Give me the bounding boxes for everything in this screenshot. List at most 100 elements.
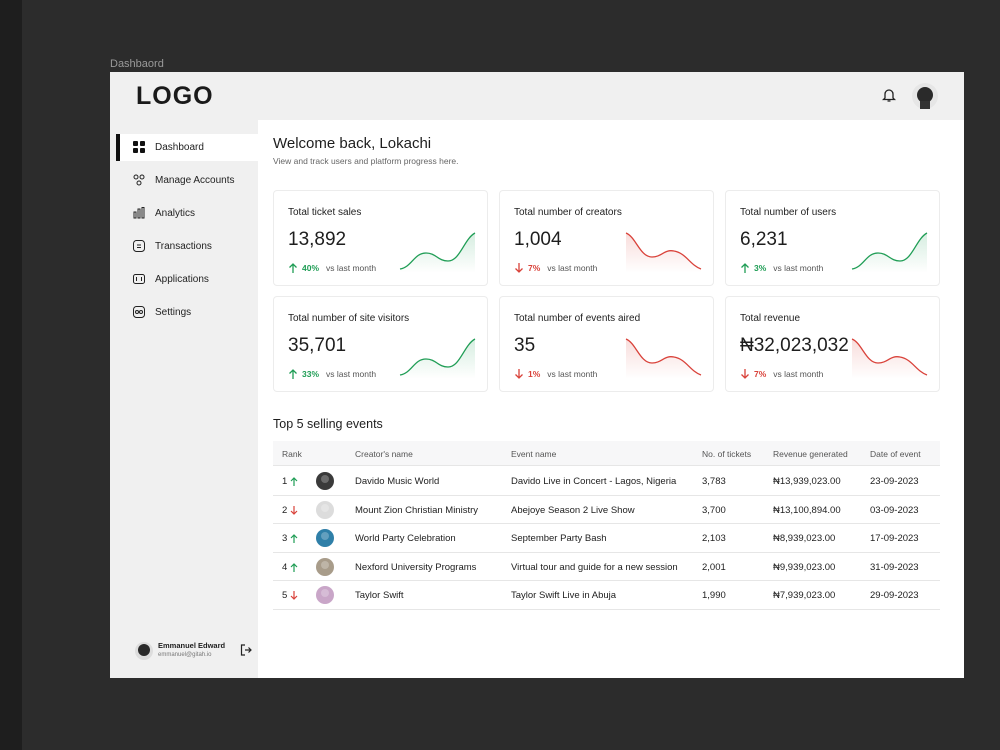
stat-change: 7% bbox=[528, 263, 541, 273]
sparkline bbox=[399, 338, 476, 379]
nav-item[interactable]: Transactions bbox=[116, 233, 258, 260]
column-header: Event name bbox=[511, 449, 557, 459]
cell-rank: 2 bbox=[282, 504, 288, 516]
stat-change: 1% bbox=[528, 369, 541, 379]
nav-item[interactable]: Dashboard bbox=[116, 134, 258, 161]
stat-value: 6,231 bbox=[740, 229, 788, 250]
cell-event: Abejoye Season 2 Live Show bbox=[511, 504, 635, 516]
user-name: Emmanuel Edward bbox=[158, 641, 226, 650]
stat-label: Total revenue bbox=[740, 313, 801, 324]
cell-rank: 5 bbox=[282, 590, 288, 601]
column-header: Creator's name bbox=[355, 449, 413, 459]
stat-change: 7% bbox=[754, 369, 767, 379]
stat-label: Total number of site visitors bbox=[288, 313, 410, 324]
top-bar: LOGO bbox=[110, 72, 964, 120]
table-row: 4 Nexford University Programs Virtual tour… bbox=[273, 553, 940, 581]
nav-icon bbox=[133, 274, 145, 284]
cell-date: 17-09-2023 bbox=[870, 533, 919, 544]
stat-card: Total number of creators 1,004 7% vs last m… bbox=[499, 190, 714, 286]
table-row: 1 Davido Music World Davido Live in Concer… bbox=[273, 467, 940, 496]
stat-value: 35 bbox=[514, 335, 536, 356]
rank-arrow bbox=[290, 505, 298, 515]
cell-date: 31-09-2023 bbox=[870, 561, 919, 573]
cell-rank: 3 bbox=[282, 533, 288, 544]
creator-avatar bbox=[316, 472, 334, 490]
stat-value: 1,004 bbox=[514, 229, 562, 250]
table-row: 3 World Party Celebration September Party … bbox=[273, 524, 940, 553]
column-header: Revenue generated bbox=[773, 449, 848, 459]
stat-note: vs last month bbox=[547, 263, 598, 273]
stat-value: 35,701 bbox=[288, 335, 347, 356]
cell-revenue: ₦7,939,023.00 bbox=[773, 590, 836, 601]
stat-note: vs last month bbox=[326, 263, 377, 273]
cell-date: 03-09-2023 bbox=[870, 504, 919, 516]
nav-icon bbox=[133, 207, 145, 219]
cell-rank: 1 bbox=[282, 476, 288, 487]
cell-event: Davido Live in Concert - Lagos, Nigeria bbox=[511, 476, 677, 487]
table-row: 2 Mount Zion Christian Ministry Abejoye Se… bbox=[273, 496, 940, 524]
nav-item[interactable]: Applications bbox=[116, 266, 258, 293]
nav-icon bbox=[133, 141, 145, 153]
cell-creator: Davido Music World bbox=[355, 476, 440, 487]
trend-arrow bbox=[741, 263, 749, 273]
sparkline bbox=[399, 232, 476, 273]
welcome-subtitle: View and track users and platform progre… bbox=[273, 156, 459, 166]
cell-revenue: ₦9,939,023.00 bbox=[773, 561, 836, 573]
stat-label: Total number of users bbox=[740, 207, 837, 218]
sparkline bbox=[851, 232, 928, 273]
cell-tickets: 3,700 bbox=[702, 504, 726, 516]
nav-icon bbox=[133, 306, 145, 318]
stat-card: Total number of users 6,231 3% vs last mont… bbox=[725, 190, 940, 286]
stat-note: vs last month bbox=[773, 263, 824, 273]
nav-item[interactable]: Analytics bbox=[116, 200, 258, 227]
stat-label: Total ticket sales bbox=[288, 207, 362, 218]
trend-arrow bbox=[515, 263, 523, 273]
cell-creator: Mount Zion Christian Ministry bbox=[355, 504, 479, 516]
rank-arrow bbox=[290, 534, 298, 543]
cell-date: 29-09-2023 bbox=[870, 590, 919, 601]
user-email: emmanuel@gitah.io bbox=[158, 652, 212, 658]
stat-note: vs last month bbox=[326, 369, 377, 379]
rank-arrow bbox=[290, 477, 298, 486]
table-title: Top 5 selling events bbox=[273, 417, 383, 431]
stat-card: Total ticket sales 13,892 40% vs last month bbox=[273, 190, 488, 286]
welcome-title: Welcome back, Lokachi bbox=[273, 135, 432, 152]
cell-event: September Party Bash bbox=[511, 533, 607, 544]
cell-revenue: ₦13,939,023.00 bbox=[773, 476, 841, 487]
stat-card: Total revenue ₦32,023,032 7% vs last month bbox=[725, 296, 940, 392]
sparkline bbox=[625, 338, 702, 379]
stat-note: vs last month bbox=[547, 369, 598, 379]
stat-card: Total number of events aired 35 1% vs last … bbox=[499, 296, 714, 392]
column-header: No. of tickets bbox=[702, 449, 752, 459]
cell-tickets: 1,990 bbox=[702, 590, 726, 601]
profile-avatar[interactable] bbox=[912, 83, 938, 109]
main-content: Welcome back, Lokachi View and track use… bbox=[258, 120, 964, 678]
stat-label: Total number of creators bbox=[514, 207, 622, 218]
sparkline bbox=[625, 232, 702, 273]
logout-icon[interactable] bbox=[240, 644, 252, 656]
dashboard-frame: LOGO Dashboard Manage Accounts Analytics Tr… bbox=[110, 72, 964, 678]
trend-arrow bbox=[515, 369, 523, 379]
stat-card: Total number of site visitors 35,701 33% vs… bbox=[273, 296, 488, 392]
canvas-edge bbox=[0, 0, 22, 750]
stat-change: 40% bbox=[302, 263, 320, 273]
stat-value: ₦32,023,032 bbox=[740, 335, 849, 356]
creator-avatar bbox=[316, 500, 334, 519]
creator-avatar bbox=[316, 557, 334, 576]
nav-item[interactable]: Settings bbox=[116, 299, 258, 326]
nav-item[interactable]: Manage Accounts bbox=[116, 167, 258, 194]
stat-value: 13,892 bbox=[288, 229, 347, 250]
creator-avatar bbox=[316, 586, 334, 604]
logo[interactable]: LOGO bbox=[136, 82, 214, 110]
trend-arrow bbox=[289, 263, 297, 273]
cell-creator: World Party Celebration bbox=[355, 533, 456, 544]
cell-creator: Nexford University Programs bbox=[355, 561, 477, 573]
cell-tickets: 2,001 bbox=[702, 561, 726, 573]
stat-change: 3% bbox=[754, 263, 767, 273]
user-avatar bbox=[135, 642, 153, 660]
nav-icon bbox=[133, 240, 145, 252]
nav-icon bbox=[133, 174, 145, 186]
creator-avatar bbox=[316, 529, 334, 547]
cell-revenue: ₦13,100,894.00 bbox=[773, 504, 841, 516]
bell-icon[interactable] bbox=[882, 87, 896, 103]
